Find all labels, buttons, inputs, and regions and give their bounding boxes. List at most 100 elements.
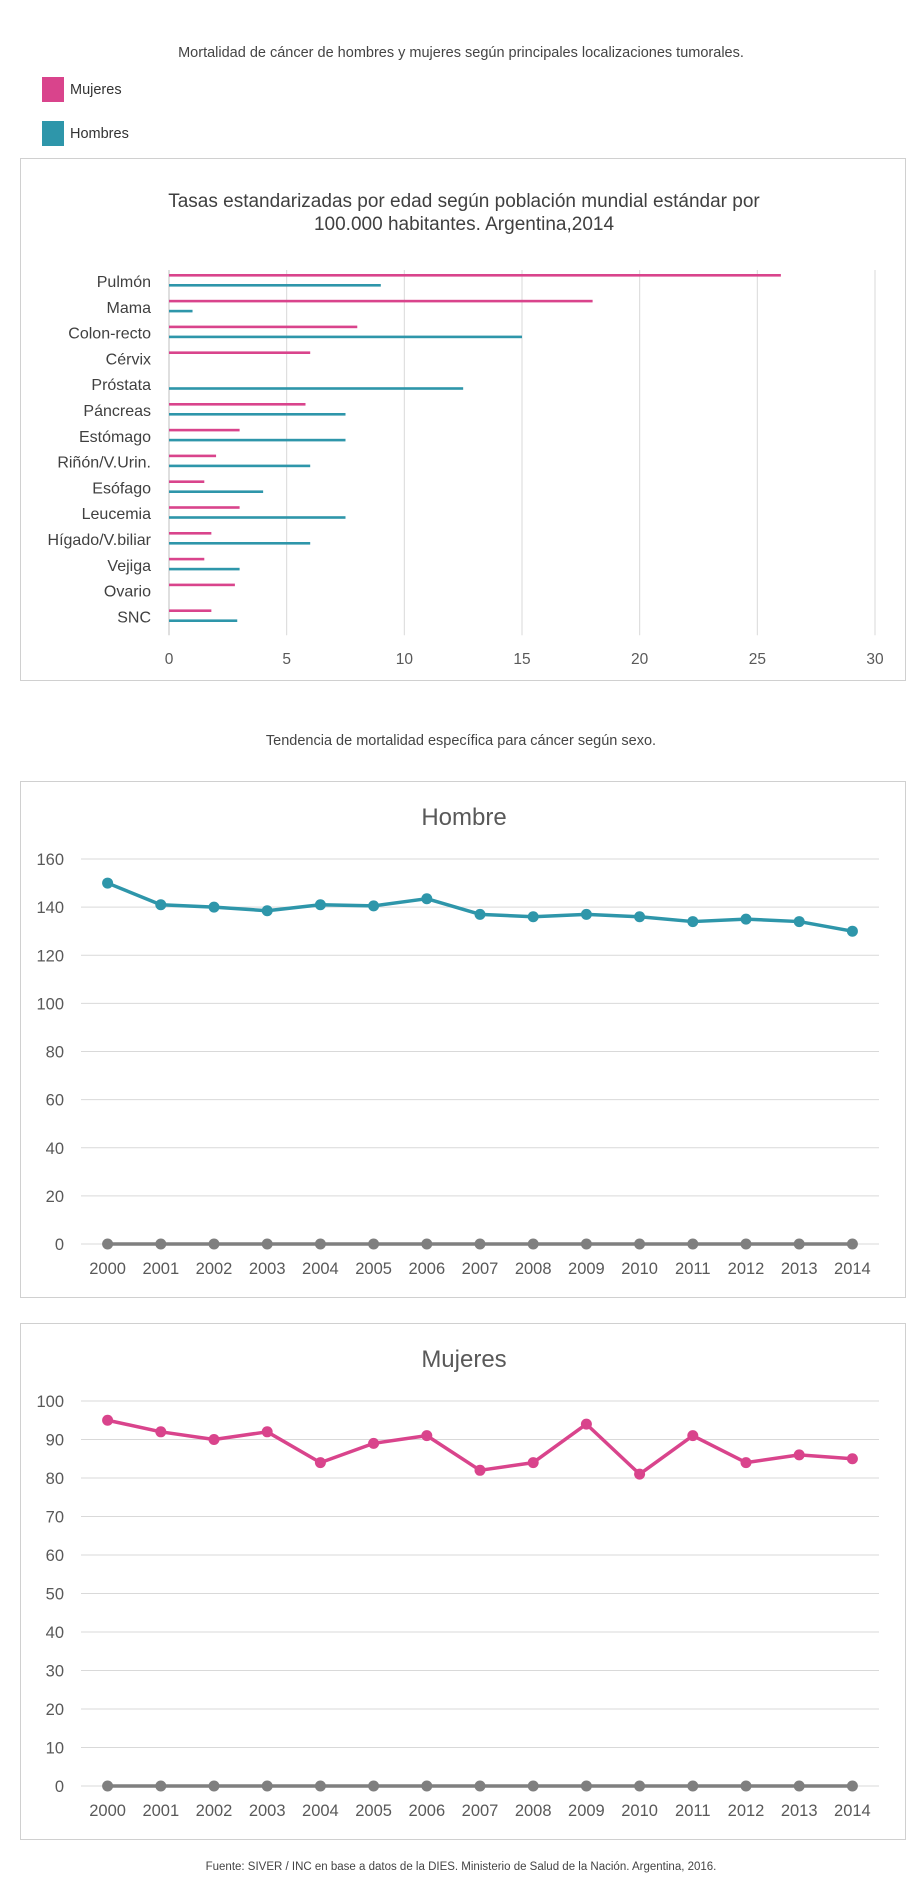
data-point [208, 1780, 220, 1792]
source-footer: Fuente: SIVER / INC en base a datos de l… [205, 1861, 717, 1873]
data-point [846, 1780, 858, 1792]
bar-hombres [169, 387, 464, 390]
section-trend-title: Tendencia de mortalidad específica para … [265, 733, 657, 749]
bar-hombres [169, 464, 311, 468]
x-tick-label: 2007 [462, 1802, 499, 1820]
data-point [527, 911, 539, 923]
y-tick-label: 100 [36, 1393, 64, 1411]
data-point [102, 1238, 114, 1250]
data-point [421, 1238, 433, 1250]
y-tick-label: 20 [46, 1188, 64, 1206]
bar-hombres [169, 438, 346, 442]
bar-mujeres [169, 609, 212, 612]
x-tick-label: 2010 [621, 1802, 658, 1820]
category-label: SNC [117, 609, 151, 626]
category-label: Esófago [92, 480, 151, 497]
data-point [208, 1434, 220, 1445]
bar-mujeres [169, 325, 358, 329]
x-tick-label: 2012 [728, 1802, 765, 1820]
x-tick-label: 2011 [675, 1260, 710, 1278]
data-point [474, 1464, 486, 1476]
category-label: Riñón/V.Urin. [57, 455, 151, 472]
category-label: Hígado/V.biliar [48, 532, 152, 549]
data-point [474, 1238, 486, 1250]
y-tick-label: 0 [55, 1778, 64, 1796]
y-tick-label: 80 [46, 1044, 64, 1062]
category-label: Estómago [79, 429, 151, 446]
y-tick-label: 40 [46, 1140, 64, 1158]
data-point [634, 1468, 646, 1480]
bar-chart-panel: Tasas estandarizadas por edad según pobl… [20, 158, 906, 681]
category-label: Colon-recto [68, 326, 151, 343]
y-tick-label: 100 [36, 995, 64, 1013]
x-tick-label: 2009 [568, 1802, 605, 1820]
data-point [261, 1780, 273, 1792]
y-tick-label: 60 [46, 1547, 64, 1565]
data-point [580, 908, 592, 920]
bar-mujeres [169, 583, 235, 587]
main-title: Mortalidad de cáncer de hombres y mujere… [178, 45, 744, 61]
bar-hombres [169, 567, 240, 571]
bar-hombres [169, 284, 381, 287]
x-tick-label: 2004 [302, 1260, 339, 1278]
x-tick-label: 2014 [834, 1260, 871, 1278]
x-tick-label: 2009 [568, 1260, 605, 1278]
y-tick-label: 10 [46, 1740, 64, 1758]
data-point [793, 1780, 805, 1792]
data-point [421, 1430, 433, 1442]
category-label: Vejiga [107, 558, 151, 575]
category-label: Próstata [91, 377, 151, 394]
data-point [261, 1238, 273, 1250]
data-point [102, 1414, 114, 1426]
y-tick-label: 120 [36, 947, 64, 965]
data-point [634, 1780, 646, 1792]
data-point [846, 925, 858, 937]
x-tick-label: 2007 [462, 1260, 499, 1278]
x-tick-label: 2012 [728, 1260, 765, 1278]
bar-hombres [169, 413, 346, 416]
data-point [687, 1780, 699, 1792]
data-point [793, 916, 805, 928]
data-point [634, 1238, 646, 1250]
category-label: Ovario [104, 584, 151, 601]
y-tick-label: 160 [36, 851, 64, 869]
x-tick-label: 2013 [781, 1802, 818, 1820]
legend-swatch-mujeres [42, 77, 64, 102]
data-point [208, 1238, 220, 1250]
y-tick-label: 20 [46, 1701, 64, 1719]
data-point [155, 1780, 167, 1792]
bar-chart-title-line: Tasas estandarizadas por edad según pobl… [168, 191, 760, 212]
data-point [261, 905, 273, 917]
bar-mujeres [169, 351, 311, 354]
data-point [155, 1426, 167, 1438]
bar-mujeres [169, 428, 240, 432]
data-point [846, 1453, 858, 1465]
category-label: Leucemia [82, 506, 151, 523]
data-point [421, 1780, 433, 1792]
bar-mujeres [169, 299, 593, 303]
data-point [474, 908, 486, 920]
bar-mujeres [169, 532, 212, 535]
x-tick-label: 2008 [515, 1260, 552, 1278]
data-point [368, 900, 380, 912]
bar-hombres [169, 619, 238, 622]
data-point [687, 1238, 699, 1250]
category-label: Mama [107, 300, 152, 317]
bar-mujeres [169, 274, 781, 277]
legend-swatch-hombres [42, 121, 64, 146]
data-point [314, 1238, 326, 1250]
data-point [793, 1449, 805, 1461]
y-tick-label: 50 [46, 1586, 64, 1604]
data-point [527, 1780, 539, 1792]
data-point [102, 1780, 114, 1792]
bar-hombres [169, 309, 193, 313]
bar-hombres [169, 542, 311, 545]
x-tick-label: 15 [513, 651, 530, 668]
bar-mujeres [169, 454, 217, 458]
data-point [314, 899, 326, 911]
data-point [368, 1437, 380, 1449]
x-tick-label: 25 [749, 651, 766, 668]
data-point [474, 1780, 486, 1792]
data-point [687, 1430, 699, 1442]
bar-mujeres [169, 403, 306, 406]
